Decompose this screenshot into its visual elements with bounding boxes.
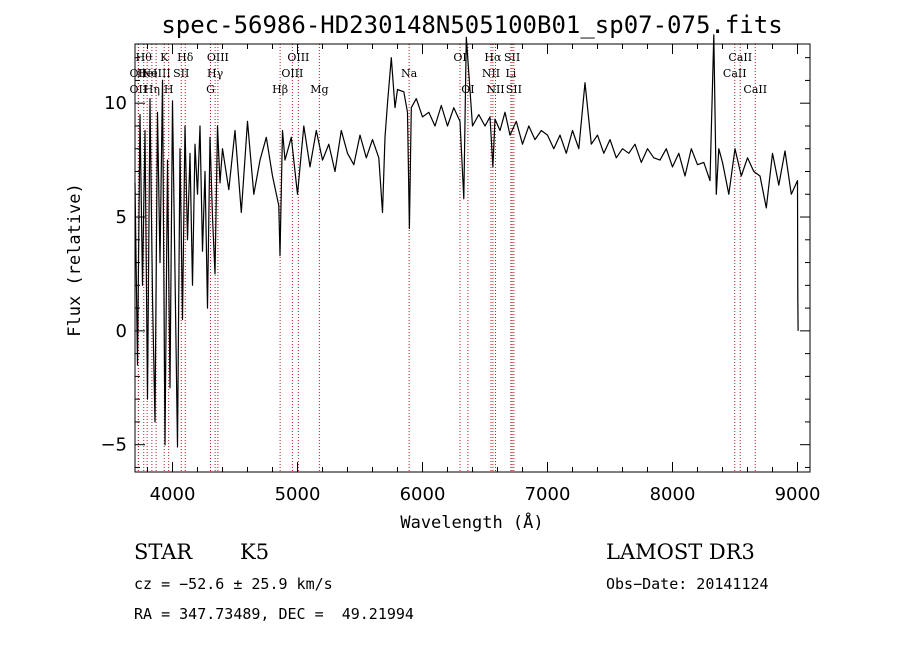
marker-label-11: Hγ <box>207 67 224 80</box>
marker-label-24: SII <box>504 51 520 64</box>
chart-title: spec-56986-HD230148N505100B01_sp07-075.f… <box>161 11 782 39</box>
marker-label-15: OIII <box>287 51 309 64</box>
x-tick-label-6000: 6000 <box>400 484 446 505</box>
x-tick-label-9000: 9000 <box>775 484 821 505</box>
marker-label-28: CaII <box>743 83 767 96</box>
y-tick-label-5: 5 <box>116 207 127 228</box>
x-tick-label-4000: 4000 <box>150 484 196 505</box>
marker-label-17: Na <box>401 67 418 80</box>
x-tick-label-5000: 5000 <box>275 484 321 505</box>
marker-label-26: CaII <box>723 67 747 80</box>
survey-name: LAMOST DR3 <box>606 540 755 564</box>
redshift-cz: cz = −52.6 ± 25.9 km/s <box>134 575 333 593</box>
series-group <box>134 34 799 448</box>
marker-label-16: Mg <box>310 83 328 96</box>
marker-label-21: Hα <box>484 51 502 64</box>
marker-label-20: NII <box>482 67 500 80</box>
x-tick-label-8000: 8000 <box>650 484 696 505</box>
y-tick-label-0: 0 <box>116 321 127 342</box>
marker-label-8: SII <box>173 67 189 80</box>
x-axis-label: Wavelength (Å) <box>400 511 543 533</box>
observation-date: Obs−Date: 20141124 <box>606 575 769 593</box>
y-axis-label: Flux (relative) <box>65 183 85 337</box>
marker-label-6: K <box>160 51 169 64</box>
series-line-0 <box>134 34 799 448</box>
line-markers: OIIOIIHθHeIHηNeIIIKHSIIHδGHγOIIIHβOIIIOI… <box>130 44 767 472</box>
marker-label-23: Li <box>505 67 516 80</box>
object-subclass: K5 <box>240 540 270 564</box>
axes-group: 4000 5000 6000 7000 8000 9000 −5 0 5 10 <box>100 44 820 505</box>
marker-label-14: OIII <box>281 67 303 80</box>
marker-label-3: HeI <box>137 67 157 80</box>
marker-label-13: Hβ <box>272 83 288 96</box>
marker-label-19: OI <box>461 83 474 96</box>
coordinates: RA = 347.73489, DEC = 49.21994 <box>134 605 414 623</box>
marker-label-27: CaII <box>728 51 752 64</box>
marker-label-4: Hη <box>144 83 160 96</box>
marker-label-5: NeIII <box>142 67 171 80</box>
marker-label-1: OII <box>130 67 148 80</box>
marker-label-7: H <box>164 83 174 96</box>
marker-label-25: SII <box>506 83 522 96</box>
marker-label-2: Hθ <box>136 51 153 64</box>
y-tick-label-10: 10 <box>104 93 127 114</box>
y-tick-label--5: −5 <box>100 435 127 456</box>
plot-frame <box>134 43 811 473</box>
x-tick-label-7000: 7000 <box>525 484 571 505</box>
marker-label-22: NII <box>486 83 504 96</box>
marker-label-10: G <box>206 83 215 96</box>
object-class: STAR <box>134 540 193 564</box>
marker-label-12: OIII <box>207 51 229 64</box>
marker-label-9: Hδ <box>177 51 194 64</box>
marker-label-18: OI <box>453 51 466 64</box>
